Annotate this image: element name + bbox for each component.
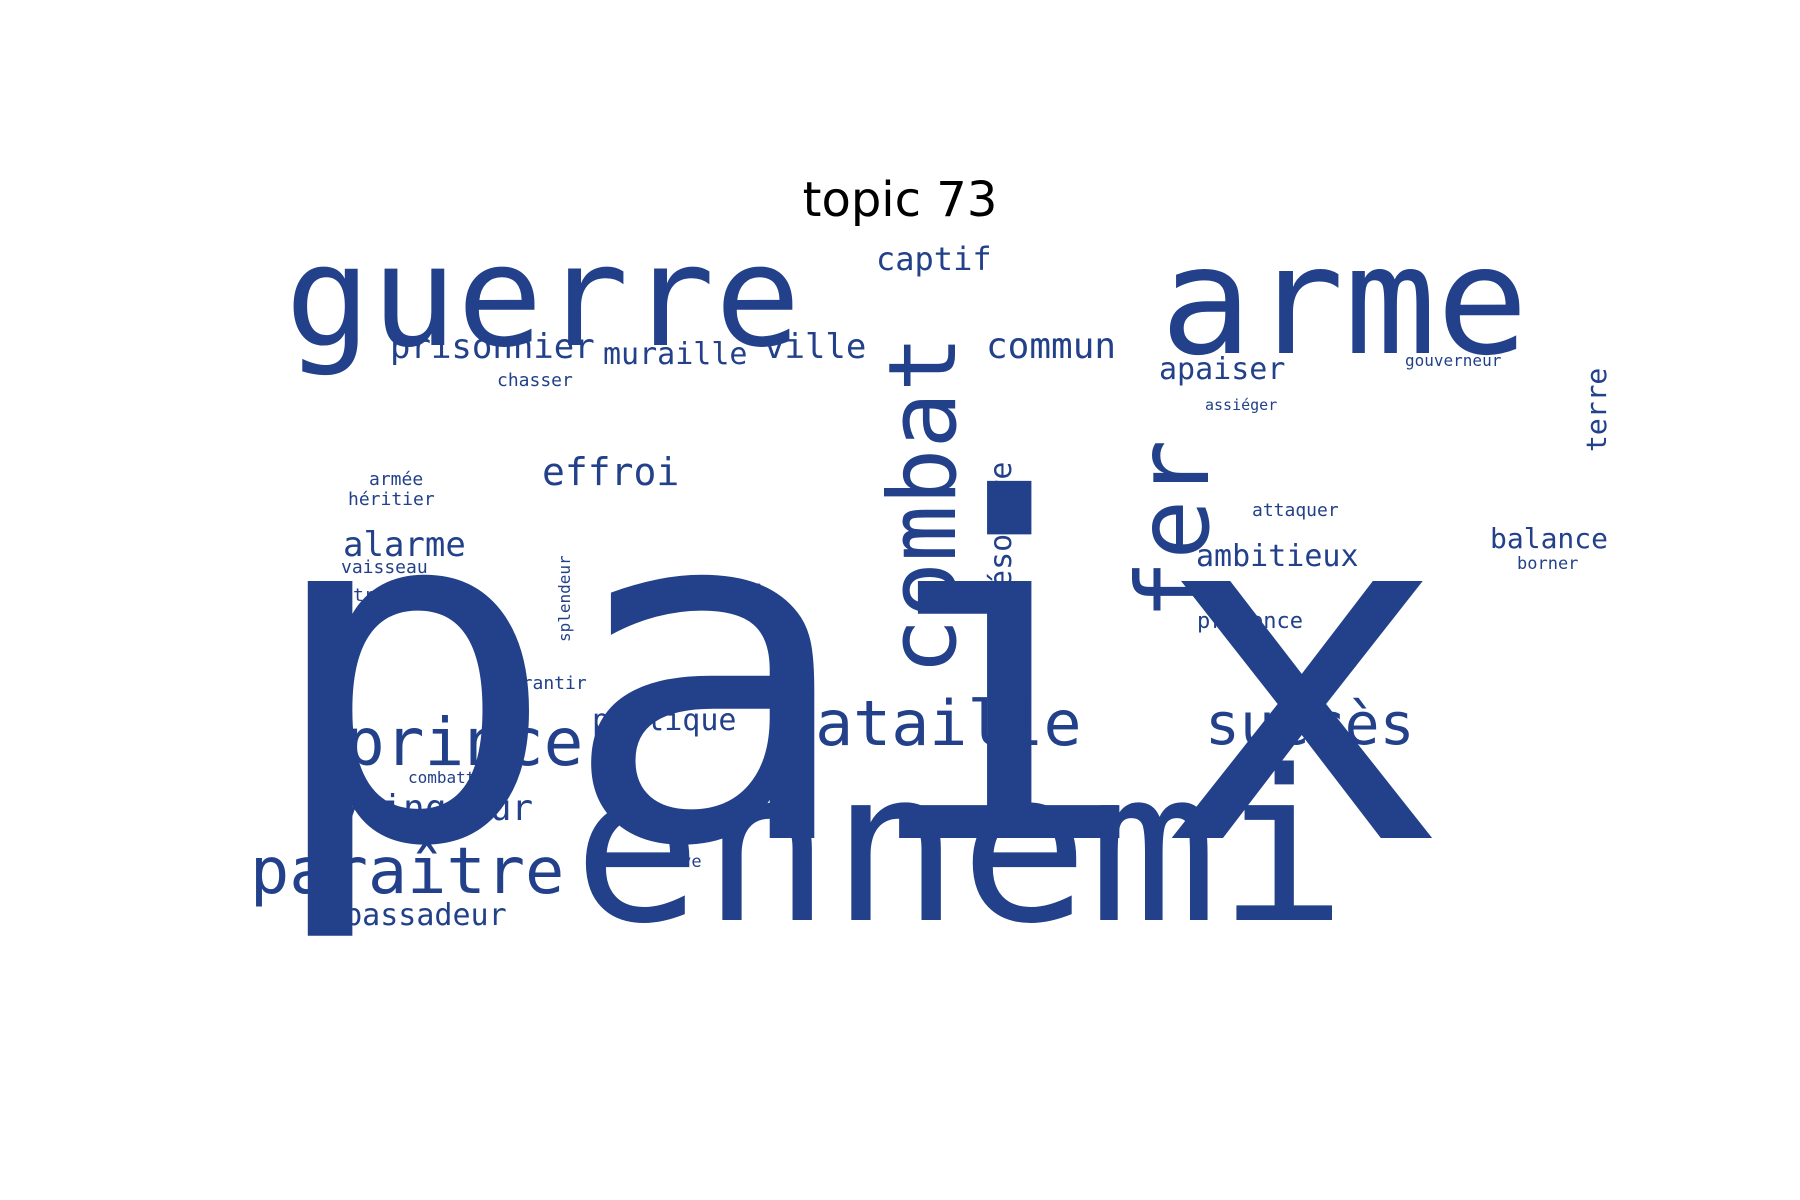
word-32: borner	[1517, 554, 1578, 574]
word-3: arme	[1160, 213, 1528, 388]
figure-title: topic 73	[802, 172, 998, 228]
word-1: ennemi	[573, 726, 1347, 971]
word-36: hair	[720, 578, 761, 598]
word-17: muraille	[603, 337, 748, 372]
word-29: trame	[353, 585, 407, 606]
word-12: prisonnier	[390, 327, 595, 367]
word-10: effroi	[542, 450, 679, 494]
word-9: paraître	[250, 835, 564, 909]
word-26: héritier	[348, 489, 435, 510]
word-37: splendeur	[555, 555, 574, 642]
word-6: bataille	[777, 688, 1082, 760]
word-22: balance	[1490, 522, 1608, 555]
word-24: terre	[1580, 368, 1613, 452]
word-34: esclave	[630, 852, 702, 872]
word-0: paix	[262, 402, 1450, 949]
word-14: vainqueur	[338, 788, 533, 829]
word-11: commun	[986, 326, 1116, 367]
word-21: ambassadeur	[308, 898, 507, 933]
word-30: chasser	[497, 370, 573, 391]
word-33: garantir	[500, 673, 587, 694]
word-25: présence	[1197, 609, 1303, 634]
word-4: combat	[869, 335, 978, 675]
word-7: prince	[345, 704, 583, 781]
word-15: alarme	[343, 525, 466, 565]
word-20: apaiser	[1159, 352, 1285, 387]
word-38: gouverneur	[1405, 351, 1502, 370]
word-31: attaquer	[1252, 500, 1339, 521]
word-35: combattant	[408, 768, 504, 787]
word-18: publique	[592, 703, 737, 738]
word-13: ville	[764, 327, 866, 367]
word-8: succès	[1205, 690, 1415, 758]
word-39: assiéger	[1205, 396, 1277, 414]
word-2: guerre	[285, 216, 801, 378]
word-23: désordre	[984, 462, 1019, 607]
word-16: captif	[876, 240, 992, 278]
word-5: fer	[1115, 439, 1232, 620]
word-27: armée	[369, 469, 423, 490]
word-28: vaisseau	[341, 557, 428, 578]
word-19: ambitieux	[1196, 539, 1359, 574]
